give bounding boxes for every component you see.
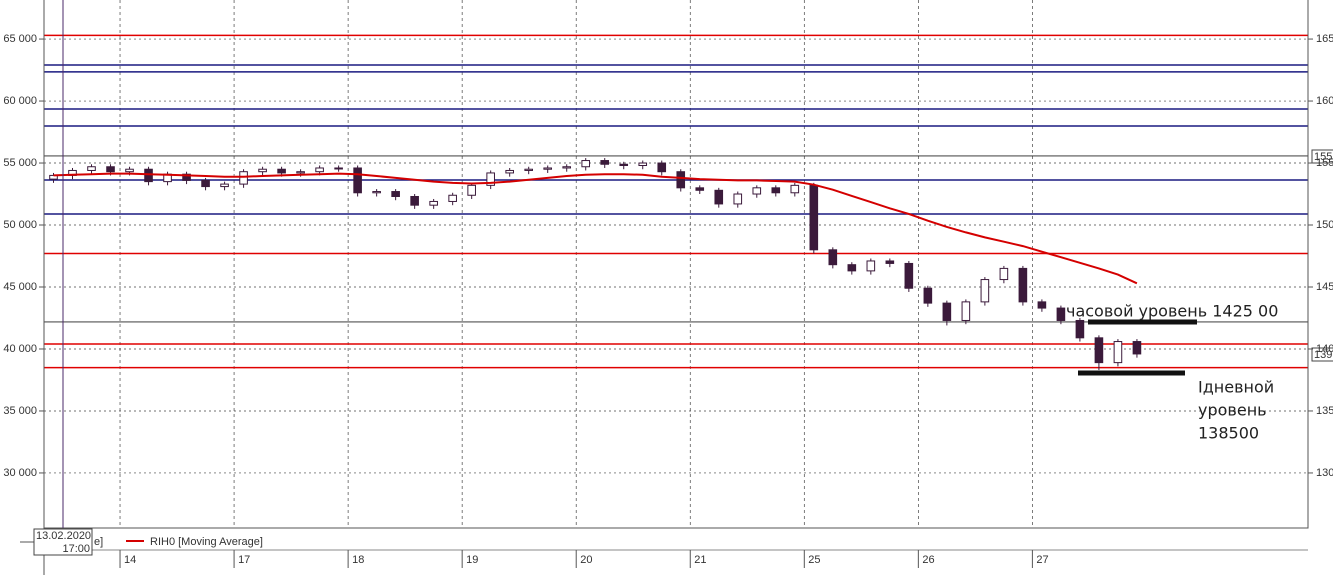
price-tag: 139 bbox=[1314, 349, 1332, 361]
candle-body bbox=[562, 166, 572, 169]
candle-body bbox=[182, 173, 191, 181]
candle-body bbox=[486, 172, 495, 186]
y-tick-label: 30 000 bbox=[3, 467, 37, 479]
candle-body bbox=[296, 171, 305, 174]
candle-body bbox=[125, 168, 134, 173]
candle-body bbox=[315, 167, 324, 173]
candle-body bbox=[201, 179, 210, 188]
y-tick-label: 55 000 bbox=[3, 157, 37, 169]
candle-body bbox=[790, 184, 800, 194]
candle-body bbox=[600, 160, 610, 165]
candle-body bbox=[1094, 337, 1104, 364]
candle-body bbox=[619, 163, 629, 167]
x-tick-label: 20 bbox=[580, 554, 592, 566]
marks bbox=[49, 158, 1142, 371]
x-tick-label: 14 bbox=[124, 554, 136, 566]
annotation: уровень bbox=[1198, 401, 1267, 420]
cursor-date: 13.02.2020 bbox=[36, 530, 91, 542]
candle-body bbox=[866, 260, 876, 272]
candle-body bbox=[942, 302, 952, 321]
candle-body bbox=[657, 162, 667, 173]
candle-body bbox=[1037, 301, 1047, 309]
candle-body bbox=[828, 249, 838, 266]
y-tick-label: 65 000 bbox=[3, 33, 37, 45]
y2-tick-label: 130 bbox=[1316, 467, 1333, 479]
candle-body bbox=[676, 171, 686, 189]
candle-body bbox=[923, 287, 933, 304]
candle-body bbox=[391, 191, 400, 197]
x-tick-label: 18 bbox=[352, 554, 364, 566]
annotation: часовой уровень 1425 00 bbox=[1066, 302, 1278, 321]
candle-body bbox=[334, 167, 343, 170]
candle-body bbox=[733, 193, 743, 205]
candle-body bbox=[1075, 319, 1085, 339]
x-tick-label: 25 bbox=[808, 554, 820, 566]
candle-body bbox=[87, 166, 96, 171]
candle-body bbox=[980, 279, 990, 303]
price-tag-box bbox=[1311, 149, 1333, 164]
candle-body bbox=[809, 184, 819, 251]
candle-body bbox=[239, 171, 248, 185]
x-tick-label: 17 bbox=[238, 554, 250, 566]
x-tick-label: 21 bbox=[694, 554, 706, 566]
candle-body bbox=[410, 195, 419, 206]
candle-body bbox=[1113, 341, 1123, 364]
x-tick-label: 26 bbox=[922, 554, 934, 566]
levels bbox=[44, 34, 1308, 369]
grid bbox=[44, 0, 1308, 528]
candle-body bbox=[220, 183, 229, 188]
cursor-time: 17:00 bbox=[62, 543, 90, 555]
candle-body bbox=[524, 168, 533, 171]
legend-label: RIH0 [Moving Average] bbox=[150, 536, 263, 548]
annotation: 138500 bbox=[1198, 424, 1259, 443]
candle-body bbox=[695, 187, 705, 191]
price-tag: 155 bbox=[1314, 151, 1332, 163]
candle-body bbox=[771, 187, 781, 194]
y-tick-label: 60 000 bbox=[3, 95, 37, 107]
y2-tick-label: 135 bbox=[1316, 405, 1333, 417]
candle-body bbox=[961, 301, 971, 321]
candle-body bbox=[448, 194, 457, 202]
candle-body bbox=[714, 189, 724, 205]
x-tick-label: 19 bbox=[466, 554, 478, 566]
candle-body bbox=[258, 168, 267, 173]
plot-frame bbox=[43, 0, 1309, 529]
price-tag-box bbox=[1311, 347, 1333, 362]
y-tick-label: 45 000 bbox=[3, 281, 37, 293]
annotation: Ідневной bbox=[1198, 378, 1274, 397]
cursor-box bbox=[33, 528, 93, 556]
candle-body bbox=[144, 168, 153, 183]
x-tick-label: 27 bbox=[1036, 554, 1048, 566]
moving-average bbox=[53, 172, 1138, 285]
candle-body bbox=[1018, 267, 1028, 303]
candle-body bbox=[372, 191, 381, 194]
candle-body bbox=[904, 262, 914, 289]
candle-body bbox=[581, 160, 591, 168]
candle-body bbox=[543, 167, 553, 170]
y2-tick-label: 140 bbox=[1316, 343, 1333, 355]
y2-tick-label: 145 bbox=[1316, 281, 1333, 293]
y2-tick-label: 165 bbox=[1316, 33, 1333, 45]
candle-body bbox=[847, 264, 857, 272]
legend-fragment: e] bbox=[94, 536, 103, 548]
candle-body bbox=[638, 162, 648, 167]
candle-body bbox=[277, 168, 286, 174]
y2-tick-label: 150 bbox=[1316, 219, 1333, 231]
candle-body bbox=[885, 260, 895, 264]
y2-tick-label: 160 bbox=[1316, 95, 1333, 107]
candle-body bbox=[752, 187, 762, 195]
candle-body bbox=[429, 200, 438, 206]
y-tick-label: 40 000 bbox=[3, 343, 37, 355]
candle-body bbox=[999, 267, 1009, 281]
candle-body bbox=[1132, 341, 1142, 355]
candle-body bbox=[467, 184, 476, 196]
candle-body bbox=[1056, 307, 1066, 321]
y-tick-label: 50 000 bbox=[3, 219, 37, 231]
candle-body bbox=[505, 169, 514, 174]
candle-body bbox=[353, 167, 362, 194]
candle-body bbox=[106, 166, 115, 173]
y2-tick-label: 155 bbox=[1316, 157, 1333, 169]
y-tick-label: 35 000 bbox=[3, 405, 37, 417]
